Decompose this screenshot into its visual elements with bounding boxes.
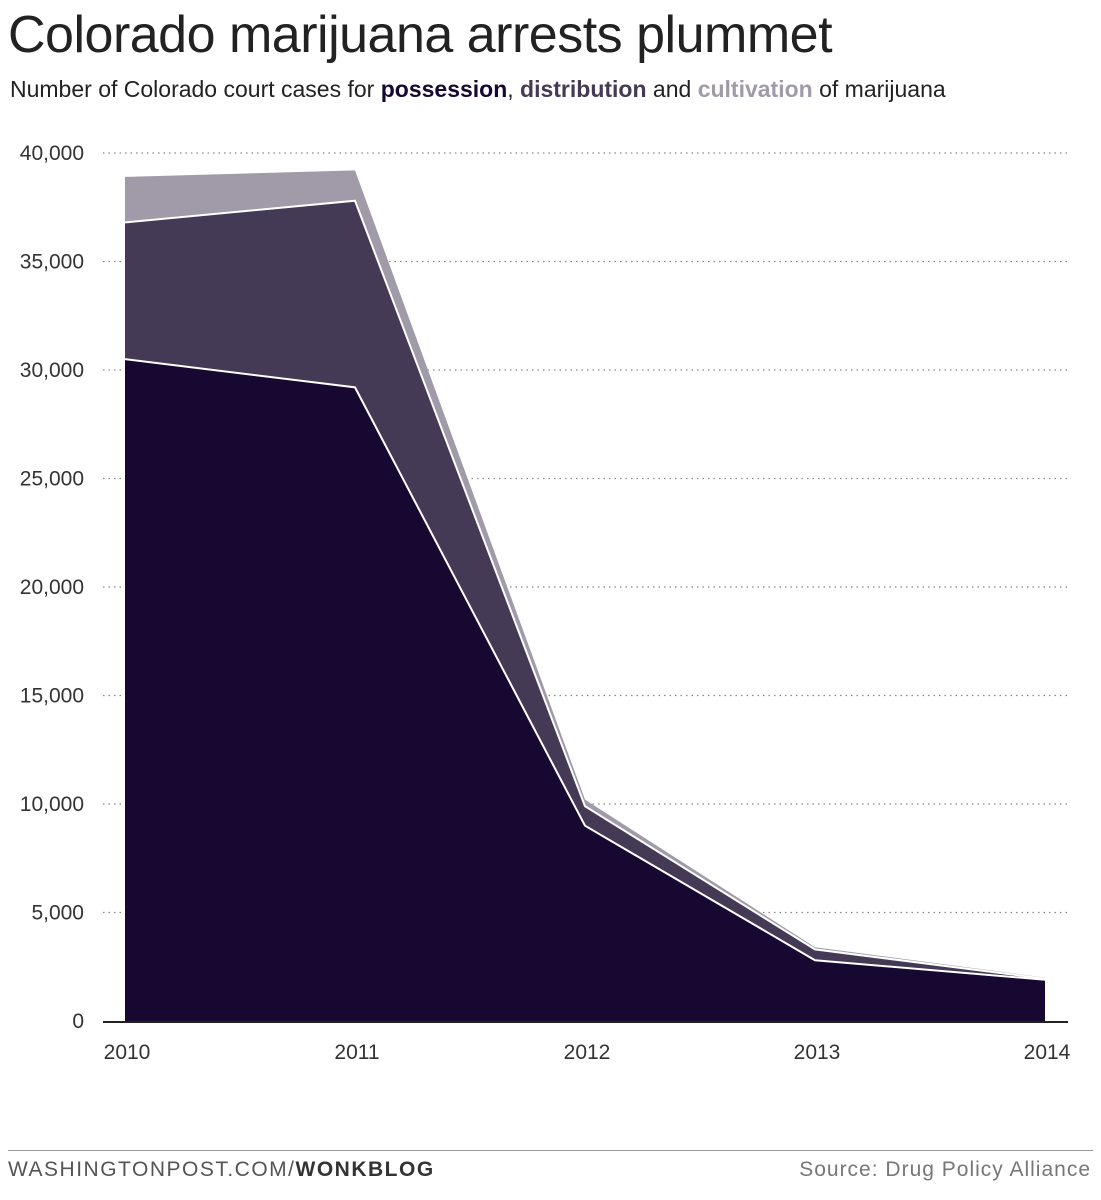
y-tick-label: 35,000 (20, 251, 84, 274)
subtitle-prefix: Number of Colorado court cases for (10, 76, 381, 102)
x-tick-label: 2014 (1024, 1041, 1071, 1064)
area-possession (125, 359, 1045, 1021)
chart-subtitle: Number of Colorado court cases for posse… (10, 74, 946, 104)
y-tick-label: 0 (72, 1010, 84, 1033)
legend-possession: possession (380, 76, 508, 102)
subtitle-separator-1: , (507, 76, 521, 102)
y-tick-label: 10,000 (20, 793, 84, 816)
footer-source: Source: Drug Policy Alliance (799, 1158, 1091, 1181)
x-tick-label: 2010 (104, 1041, 151, 1064)
footer-site: WASHINGTONPOST.COM/ (8, 1158, 296, 1181)
y-tick-label: 25,000 (20, 468, 84, 491)
series-separators (124, 199, 1046, 981)
footer-credit: WASHINGTONPOST.COM/WONKBLOG (8, 1158, 435, 1182)
subtitle-separator-2: and (646, 76, 698, 102)
x-tick-label: 2013 (794, 1041, 841, 1064)
legend-cultivation: cultivation (697, 76, 813, 102)
x-tick-label: 2012 (564, 1041, 611, 1064)
y-tick-label: 40,000 (20, 142, 84, 165)
x-tick-label: 2011 (334, 1041, 379, 1064)
chart-title: Colorado marijuana arrests plummet (8, 6, 833, 64)
y-tick-label: 30,000 (20, 359, 84, 382)
area-layers (125, 170, 1045, 1022)
x-axis-labels: 2010 2011 2012 2013 2014 (104, 1041, 1071, 1064)
stacked-area-chart: 0 5,000 10,000 15,000 20,000 25,000 30,000 35,0… (20, 142, 1071, 1064)
separator-distribution (124, 199, 1046, 980)
y-axis-labels: 0 5,000 10,000 15,000 20,000 25,000 30,000 35,0… (20, 142, 84, 1033)
y-tick-label: 15,000 (20, 685, 84, 708)
y-tick-label: 5,000 (31, 902, 84, 925)
footer-section: WONKBLOG (295, 1158, 435, 1181)
subtitle-suffix: of marijuana (812, 76, 946, 102)
footer-divider (8, 1150, 1093, 1151)
y-tick-label: 20,000 (20, 576, 84, 599)
separator-possession (124, 358, 1046, 981)
legend-distribution: distribution (520, 76, 647, 102)
